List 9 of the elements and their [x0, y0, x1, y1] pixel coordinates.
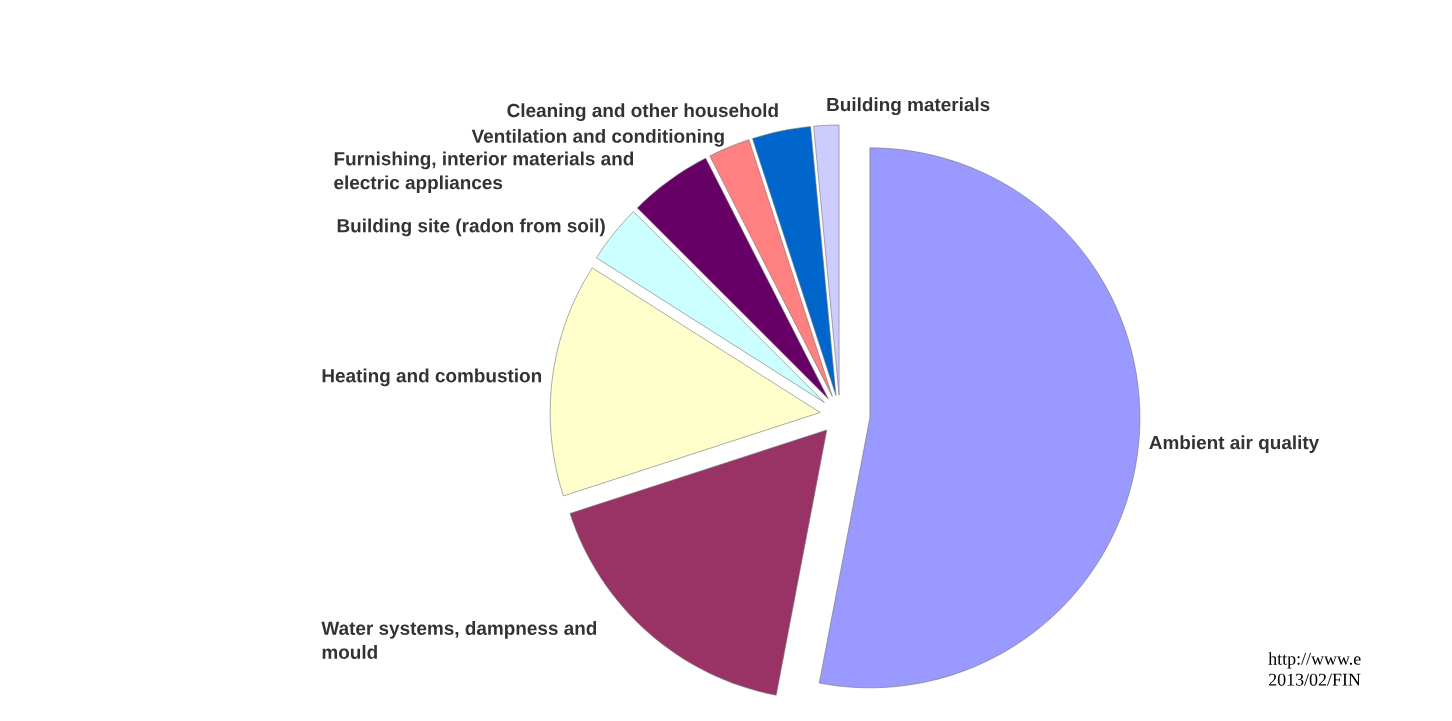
slice-label: Heating and combustion: [322, 368, 542, 387]
slice-label: Ambient air quality: [1149, 435, 1320, 454]
slice-label: Water systems, dampness and mould: [321, 621, 597, 659]
slice-label: Cleaning and other household: [507, 103, 778, 121]
slice-label: Building site (radon from soil): [337, 218, 605, 237]
text: http://www.e 2013/02/FIN: [1268, 652, 1361, 686]
slice-label: Building materials: [827, 97, 990, 116]
slice-label: Furnishing, interior materials and electric appliances: [334, 151, 634, 194]
slice-label: Ventilation and conditioning: [471, 128, 724, 147]
